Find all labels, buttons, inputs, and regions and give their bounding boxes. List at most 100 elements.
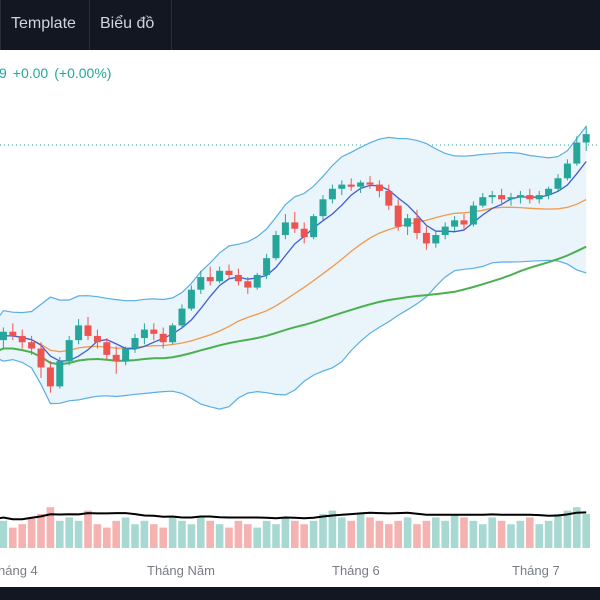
volume-bar	[168, 517, 177, 548]
volume-bar	[27, 517, 36, 548]
candle-body	[375, 184, 383, 191]
price-chart[interactable]	[0, 50, 600, 587]
volume-bar	[93, 524, 102, 548]
candle-body	[244, 281, 252, 288]
candle-body	[479, 197, 487, 206]
candle-body	[413, 218, 421, 233]
volume-bar	[159, 527, 167, 548]
volume-bar	[403, 517, 412, 548]
volume-bar	[300, 524, 308, 548]
candle-body	[310, 216, 318, 238]
volume-bar	[206, 520, 214, 548]
candle-body	[234, 274, 242, 282]
bollinger-upper-line	[0, 125, 587, 317]
candle-body	[65, 340, 73, 362]
candle-body	[291, 222, 299, 229]
toolbar-separator	[171, 0, 172, 50]
candle-body	[18, 335, 26, 343]
candle-body	[469, 205, 477, 225]
volume-bar	[573, 507, 581, 548]
volume-bar	[450, 514, 459, 548]
volume-bar	[488, 517, 496, 548]
volume-bar	[178, 520, 186, 548]
candle-body	[9, 331, 17, 336]
tab-template[interactable]: Template	[11, 15, 76, 32]
volume-bar	[244, 524, 252, 548]
candle-body	[159, 333, 167, 343]
candle-body	[545, 188, 553, 196]
candle-body	[422, 232, 430, 244]
candle-body	[488, 195, 496, 198]
volume-bar	[234, 520, 243, 548]
volume-bar	[74, 520, 83, 548]
candle-body	[150, 329, 158, 334]
volume-bar	[319, 514, 327, 548]
candle-body	[272, 235, 280, 259]
candle-body	[197, 277, 205, 290]
time-axis[interactable]: háng 4 Tháng Năm Tháng 6 Tháng 7	[0, 557, 600, 587]
time-tick: Tháng Năm	[147, 563, 215, 578]
volume-bar	[479, 524, 487, 548]
candle-body	[563, 163, 571, 179]
candle-body	[582, 134, 590, 143]
candle-body	[432, 235, 440, 244]
ma-fast-line	[0, 161, 587, 362]
volume-bar	[84, 510, 92, 548]
candle-body	[535, 195, 543, 200]
legend-last-digit: 9	[0, 65, 7, 81]
candle-body	[187, 289, 195, 309]
candle-body	[366, 182, 374, 185]
candle-body	[131, 338, 139, 349]
volume-bar	[18, 524, 26, 548]
volume-bar	[56, 520, 64, 548]
volume-bar	[121, 517, 130, 548]
tab-chart[interactable]: Biểu đồ	[100, 15, 155, 32]
volume-ma-line	[0, 511, 587, 521]
volume-bar	[338, 517, 346, 548]
candle-body	[281, 222, 289, 236]
candle-body	[0, 331, 7, 341]
volume-bar	[309, 520, 318, 548]
volume-bar	[291, 520, 299, 548]
volume-bar	[432, 517, 440, 548]
volume-bar	[375, 520, 384, 548]
volume-bar	[385, 524, 393, 548]
time-tick: Tháng 7	[512, 563, 560, 578]
volume-bar	[140, 520, 149, 548]
legend: 9 +0.00 (+0.00%)	[0, 63, 117, 83]
volume-bar	[469, 520, 478, 548]
candle-body	[300, 228, 308, 238]
candle-body	[169, 325, 177, 343]
candle-body	[347, 184, 355, 187]
volume-bar	[554, 514, 562, 548]
volume-bar	[225, 527, 233, 548]
candle-body	[451, 220, 459, 227]
legend-change-pct: (+0.00%)	[54, 65, 112, 81]
toolbar-separator	[89, 0, 90, 50]
ma-slow-line	[0, 245, 587, 366]
candle-body	[37, 348, 45, 368]
candle-body	[103, 342, 111, 355]
volume-bar	[0, 520, 8, 548]
volume-bar	[582, 514, 590, 548]
candle-body	[178, 308, 186, 326]
candle-body	[385, 190, 393, 206]
candle-body	[75, 325, 83, 341]
volume-bar	[328, 510, 337, 548]
candle-body	[404, 218, 412, 227]
candle-body	[516, 195, 524, 198]
volume-bar	[544, 520, 553, 548]
volume-bar	[253, 527, 261, 548]
volume-bar	[272, 524, 280, 548]
volume-bar	[422, 520, 431, 548]
chart-area[interactable]	[0, 50, 600, 587]
volume-bar	[9, 527, 17, 548]
candle-body	[554, 178, 562, 189]
candle-body	[28, 342, 36, 349]
candle-body	[338, 184, 346, 189]
time-tick: háng 4	[0, 563, 38, 578]
volume-bar	[535, 524, 543, 548]
candle-body	[319, 199, 327, 217]
volume-bar	[526, 517, 534, 548]
volume-bar	[197, 517, 205, 548]
